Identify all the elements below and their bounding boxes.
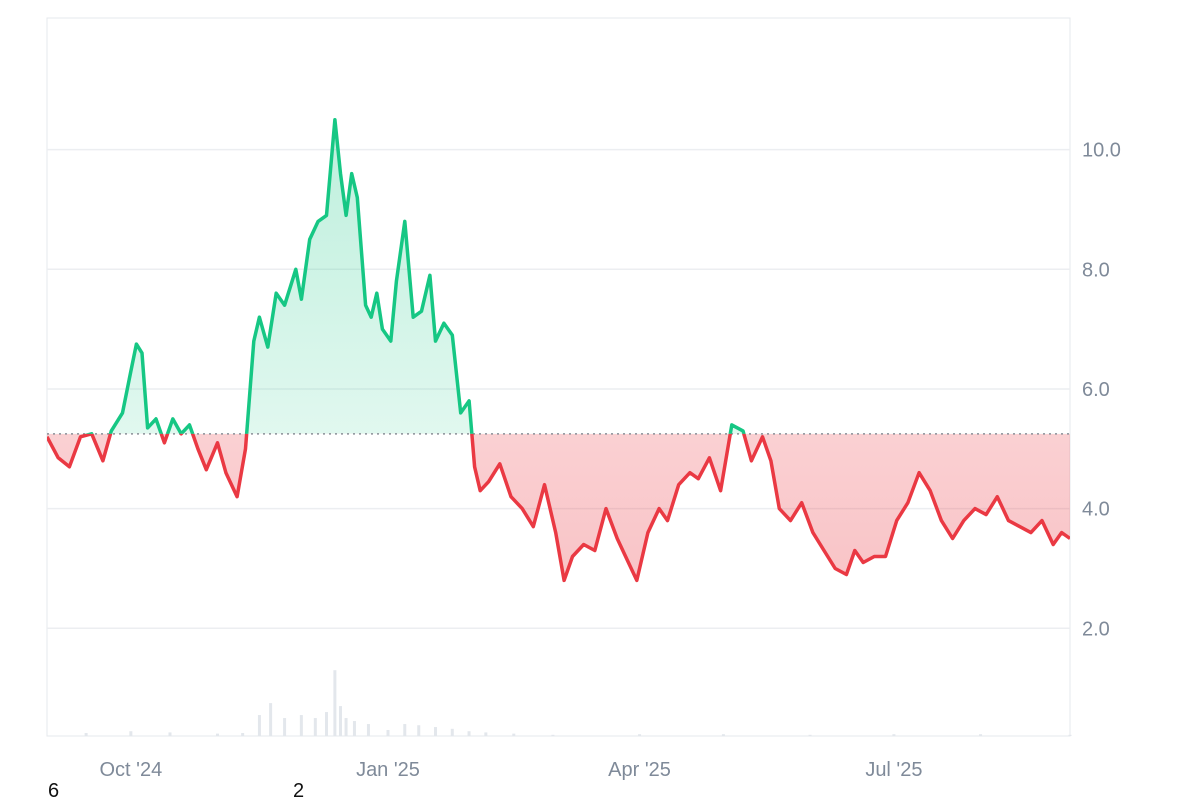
bottom-left-label: 6 xyxy=(48,780,60,802)
volume-bar xyxy=(283,718,287,736)
x-tick-label: Jul '25 xyxy=(865,759,922,781)
volume-bar xyxy=(434,727,438,736)
price-fill xyxy=(47,119,1070,581)
volume-bar xyxy=(84,733,88,736)
area-above-baseline xyxy=(47,119,1070,434)
volume-bar xyxy=(338,706,342,736)
volume-bar xyxy=(344,718,348,736)
volume-bar xyxy=(892,734,896,736)
volume-bar xyxy=(313,718,317,736)
volume-bar xyxy=(417,725,421,736)
volume-bar xyxy=(366,724,370,736)
plot-frame xyxy=(46,17,1071,737)
volume-bar xyxy=(216,733,219,736)
volume-bar xyxy=(241,733,245,736)
volume-bar xyxy=(168,732,172,736)
price-lines xyxy=(47,117,1070,583)
y-tick-label: 10.0 xyxy=(1082,140,1121,162)
bottom-mid-label: 2 xyxy=(293,780,305,802)
x-tick-label: Apr '25 xyxy=(608,759,671,781)
volume-bar xyxy=(257,715,261,736)
volume-bars xyxy=(84,670,1072,736)
volume-bar xyxy=(1068,734,1072,736)
y-tick-label: 6.0 xyxy=(1082,379,1110,401)
area-below-baseline xyxy=(47,433,1070,581)
x-axis: Oct '24 Jan '25 Apr '25 Jul '25 xyxy=(99,759,922,781)
volume-bar xyxy=(352,721,356,736)
volume-bar xyxy=(484,732,488,736)
volume-bar xyxy=(299,715,303,736)
volume-bar xyxy=(551,734,555,736)
x-tick-label: Oct '24 xyxy=(99,759,162,781)
y-tick-label: 2.0 xyxy=(1082,618,1110,640)
volume-bar xyxy=(467,731,471,736)
volume-bar xyxy=(808,734,812,736)
x-tick-label: Jan '25 xyxy=(356,759,420,781)
volume-bar xyxy=(512,733,516,736)
volume-bar xyxy=(403,724,407,736)
volume-bar xyxy=(386,730,390,736)
volume-bar xyxy=(129,731,133,736)
price-line-below xyxy=(47,433,1070,583)
y-axis: 2.0 4.0 6.0 8.0 10.0 xyxy=(1082,140,1121,641)
volume-bar xyxy=(638,734,642,736)
volume-bar xyxy=(450,728,454,736)
y-tick-label: 8.0 xyxy=(1082,259,1110,281)
y-tick-label: 4.0 xyxy=(1082,499,1110,521)
volume-bar xyxy=(333,670,337,736)
volume-bar xyxy=(325,712,329,736)
volume-bar xyxy=(721,734,725,736)
volume-bar xyxy=(269,703,273,736)
volume-bar xyxy=(979,734,983,736)
